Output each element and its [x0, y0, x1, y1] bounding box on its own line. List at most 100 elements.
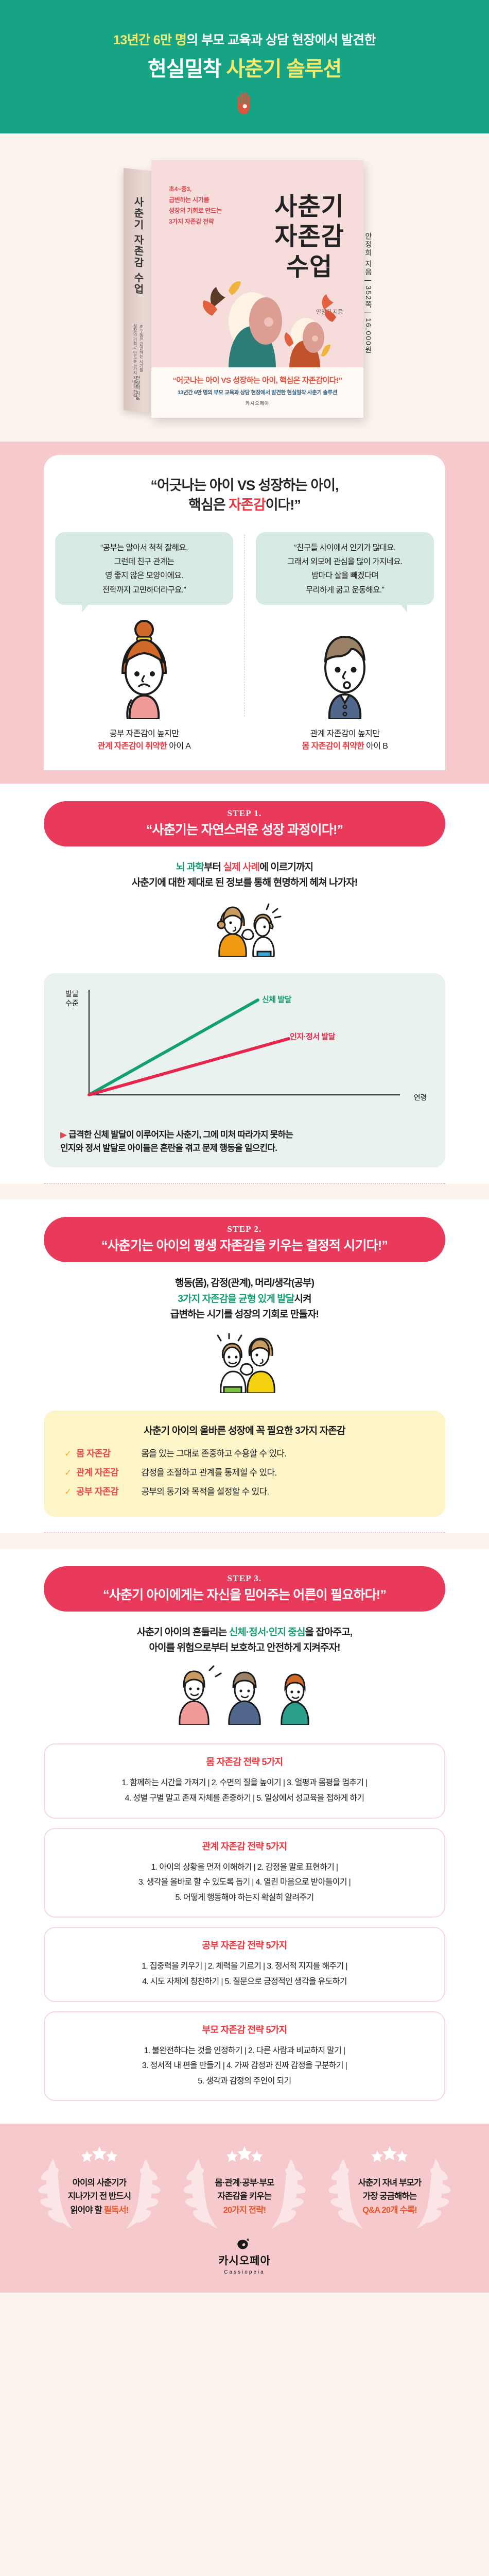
book-3d: 사춘기 자존감 수업 초4~중3, 급변하는 시기를 성장의 기회로 만드는 3…: [124, 160, 373, 418]
selfesteem-term: 관계 자존감: [76, 1467, 119, 1478]
development-chart: 발달 수준 신체 발달 인지·정서 발달 연령 ▶ 급격한 신체 발달이 이루어…: [44, 973, 445, 1168]
book-showcase: 사춘기 자존감 수업 초4~중3, 급변하는 시기를 성장의 기회로 만드는 3…: [0, 133, 489, 442]
badge-text: 몸·관계·공부·부모 자존감을 키우는 20가지 전략!: [180, 2163, 309, 2216]
publisher-logo: 카시오페아 Cassiopeia: [0, 2238, 489, 2275]
hero-title: 현실밀착 사춘기 솔루션: [0, 56, 489, 82]
step2-lead-a: 시켜: [294, 1293, 311, 1304]
badge-text-highlight: Q&A 20개 수록!: [362, 2205, 417, 2215]
book-spine-author: 안정희 지음: [135, 375, 141, 400]
step3-lead-a: 사춘기 아이의 흔들리는: [136, 1626, 229, 1638]
badge-text-highlight: 필독서!: [103, 2205, 129, 2215]
badge-text-main: 사춘기 자녀 부모가 가장 궁금해하는: [358, 2178, 422, 2201]
badge-text: 아이의 사춘기가 지나가기 전 반드시 읽어야 할 필독서!: [34, 2163, 164, 2216]
cassiopeia-mark-icon: [237, 2238, 249, 2249]
chart-y-axis-label: 발달 수준: [65, 990, 79, 1007]
step2-lead: 행동(몸), 감정(관계), 머리/생각(공부) 3가지 자존감을 균형 있게 …: [44, 1276, 445, 1323]
step3-title: “사춘기 아이에게는 자신을 믿어주는 어른이 필요하다!”: [102, 1587, 387, 1602]
comparison-column-b: “친구들 사이에서 인기가 많대요. 그래서 외모에 관심을 많이 가지네요. …: [244, 532, 445, 753]
step1-lead-red: 실제 사례: [223, 861, 260, 873]
comparison-headline-line1: “어긋나는 아이 VS 성장하는 아이,: [150, 477, 339, 493]
comparison-card: “어긋나는 아이 VS 성장하는 아이, 핵심은 자존감이다!” “공부는 알아…: [44, 454, 445, 770]
speech-bubble-b: “친구들 사이에서 인기가 많대요. 그래서 외모에 관심을 많이 가지네요. …: [256, 532, 434, 613]
step1-lead-b: 에 이르기까지: [259, 861, 313, 873]
step1-lead: 뇌 과학부터 실제 사례에 이르기까지 사춘기에 대한 제대로 된 정보를 통해…: [44, 860, 445, 891]
check-circle-icon: ✓: [64, 1486, 72, 1497]
chart-legend-physical: 신체 발달: [262, 995, 291, 1005]
check-circle-icon: ✓: [64, 1467, 72, 1478]
comparison-headline-line2a: 핵심은: [188, 497, 229, 513]
strategy-title: 공부 자존감 전략 5가지: [202, 1940, 288, 1951]
step1-number: STEP 1.: [227, 808, 262, 818]
step3-section: STEP 3. “사춘기 아이에게는 자신을 믿어주는 어른이 필요하다!” 사…: [0, 1548, 489, 2124]
step2-inner: STEP 2. “사춘기는 아이의 평생 자존감을 키우는 결정적 시기다!” …: [44, 1199, 445, 1410]
badge-text: 사춘기 자녀 부모가 가장 궁금해하는 Q&A 20개 수록!: [325, 2163, 455, 2216]
step1-lead-green: 뇌 과학: [176, 861, 204, 873]
step3-inner: STEP 3. “사춘기 아이에게는 자신을 믿어주는 어른이 필요하다!” 사…: [44, 1549, 445, 1744]
selfesteem-desc: 감정을 조절하고 관계를 통제힐 수 있다.: [141, 1467, 277, 1478]
selfesteem-desc: 몸을 있는 그대로 존중하고 수용할 수 있다.: [141, 1448, 287, 1459]
strategy-box-parent: 부모 자존감 전략 5가지 1. 불완전하다는 것을 인정하기 | 2. 다른 …: [44, 2011, 445, 2102]
star-icon: [81, 2146, 117, 2162]
step3-lead-green: 신체·정서·인지 중심: [229, 1626, 306, 1638]
caption-b-top: 관계 자존감이 높지만: [310, 729, 380, 738]
speech-bubble-a: “공부는 알아서 척척 잘해요. 그런데 친구 관계는 영 좋지 않은 모양이에…: [55, 532, 233, 613]
book-front-cover: 초4~중3, 급변하는 시기를 성장의 기회로 만드는 3가지 자존감 전략 사…: [151, 160, 363, 418]
step1-pill: STEP 1. “사춘기는 자연스러운 성장 과정이다!”: [44, 801, 445, 846]
caption-a-top: 공부 자존감이 높지만: [109, 729, 179, 738]
footer-section: 아이의 사춘기가 지나가기 전 반드시 읽어야 할 필독서!: [0, 2124, 489, 2293]
comparison-headline: “어긋나는 아이 VS 성장하는 아이, 핵심은 자존감이다!”: [44, 476, 445, 515]
mother-child-clap-illustration: [217, 903, 282, 957]
three-selfesteem-box: 사춘기 아이의 올바른 성장에 꼭 필요한 3가지 자존감 ✓ 몸 자존감 몸을…: [44, 1410, 445, 1517]
strategy-title: 관계 자존감 전략 5가지: [202, 1841, 288, 1852]
laurel-wreath-icon: [183, 2146, 306, 2229]
laurel-wreath-icon: [328, 2146, 451, 2229]
ok-hand-icon: [238, 92, 250, 114]
hero-title-white: 현실밀착: [148, 57, 226, 80]
comparison-caption-a: 공부 자존감이 높지만 관계 자존감이 취약한 아이 A: [55, 728, 233, 753]
step2-lead-green: 3가지 자존감을 균형 있게 발달: [178, 1293, 294, 1304]
section-divider-1: [44, 1183, 445, 1184]
girl-character-illustration: [121, 619, 167, 720]
book-cover-band: “어긋나는 아이 VS 성장하는 아이, 핵심은 자존감이다!” 13년간 6만…: [151, 367, 363, 418]
book-spine-title: 사춘기 자존감 수업: [132, 195, 144, 295]
step1-lead-line2: 사춘기에 대한 제대로 된 정보를 통해 현명하게 헤쳐 나가자!: [131, 877, 358, 889]
publisher-name-ko: 카시오페아: [218, 2255, 271, 2267]
comparison-section: “어긋나는 아이 VS 성장하는 아이, 핵심은 자존감이다!” “공부는 알아…: [0, 441, 489, 784]
step1-section: STEP 1. “사춘기는 자연스러운 성장 과정이다!” 뇌 과학부터 실제 …: [0, 783, 489, 1184]
star-icon: [226, 2146, 263, 2162]
step2-title: “사춘기는 아이의 평생 자존감을 키우는 결정적 시기다!”: [101, 1239, 388, 1253]
comparison-divider: [244, 534, 245, 717]
strategy-box-study: 공부 자존감 전략 5가지 1. 집중력을 키우기 | 2. 체력을 기르기 |…: [44, 1927, 445, 2002]
strategy-items: 1. 불완전하다는 것을 인정하기 | 2. 다른 사람과 비교하지 말기 | …: [142, 2046, 347, 2086]
selfesteem-desc: 공부의 동기와 목적을 설정할 수 있다.: [141, 1486, 269, 1497]
badge-text-main: 아이의 사춘기가 지나가기 전 반드시 읽어야 할: [67, 2178, 131, 2215]
star-icon: [372, 2146, 408, 2162]
chart-series-cognitive: [88, 1037, 290, 1097]
chart-x-axis-label: 연령: [414, 1094, 427, 1102]
publisher-name-en: Cassiopeia: [224, 2269, 265, 2276]
chart-annotation-text: 급격한 신체 발달이 이루어지는 사춘기, 그에 미처 따라가지 못하는 인지와…: [60, 1129, 293, 1154]
comparison-headline-highlight: 자존감: [229, 497, 266, 513]
badge-text-main: 몸·관계·공부·부모 자존감을 키우는: [215, 2178, 275, 2201]
section-divider-2: [44, 1532, 445, 1533]
badge-qa-20: 사춘기 자녀 부모가 가장 궁금해하는 Q&A 20개 수록!: [325, 2144, 455, 2232]
hero-subtitle-highlight: 13년간 6만 명: [113, 33, 187, 47]
book-band-quote: “어긋나는 아이 VS 성장하는 아이, 핵심은 자존감이다!”: [172, 376, 342, 385]
chart-annotation: ▶ 급격한 신체 발달이 이루어지는 사춘기, 그에 미처 따라가지 못하는 인…: [57, 1114, 432, 1155]
step3-lead-b: 을 잡아주고,: [305, 1626, 353, 1638]
strategy-title: 몸 자존감 전략 5가지: [206, 1757, 283, 1768]
hero-banner: 13년간 6만 명의 부모 교육과 상담 현장에서 발견한 현실밀착 사춘기 솔…: [0, 0, 489, 133]
badge-text-highlight: 20가지 전략!: [223, 2205, 267, 2215]
step3-lead: 사춘기 아이의 흔들리는 신체·정서·인지 중심을 잡아주고, 아이를 위험으로…: [44, 1625, 445, 1656]
caption-a-highlight: 관계 자존감이 취약한: [97, 741, 167, 751]
chart-plot-area: 발달 수준 신체 발달 인지·정서 발달 연령: [57, 985, 432, 1108]
selfesteem-row: ✓ 관계 자존감 감정을 조절하고 관계를 통제힐 수 있다.: [64, 1465, 425, 1479]
strategy-items: 1. 함께하는 시간을 가져기 | 2. 수면의 질을 높이기 | 3. 얼평과…: [121, 1778, 368, 1803]
caption-a-tail: 아이 A: [167, 741, 191, 751]
strategy-box-body: 몸 자존감 전략 5가지 1. 함께하는 시간을 가져기 | 2. 수면의 질을…: [44, 1743, 445, 1819]
step3-number: STEP 3.: [227, 1573, 262, 1583]
book-spine: 사춘기 자존감 수업 초4~중3, 급변하는 시기를 성장의 기회로 만드는 3…: [124, 167, 152, 413]
chart-svg: [88, 990, 400, 1097]
badge-row: 아이의 사춘기가 지나가기 전 반드시 읽어야 할 필독서!: [0, 2144, 489, 2232]
strategy-box-relationship: 관계 자존감 전략 5가지 1. 아이의 상황을 먼저 이해하기 | 2. 감정…: [44, 1827, 445, 1918]
